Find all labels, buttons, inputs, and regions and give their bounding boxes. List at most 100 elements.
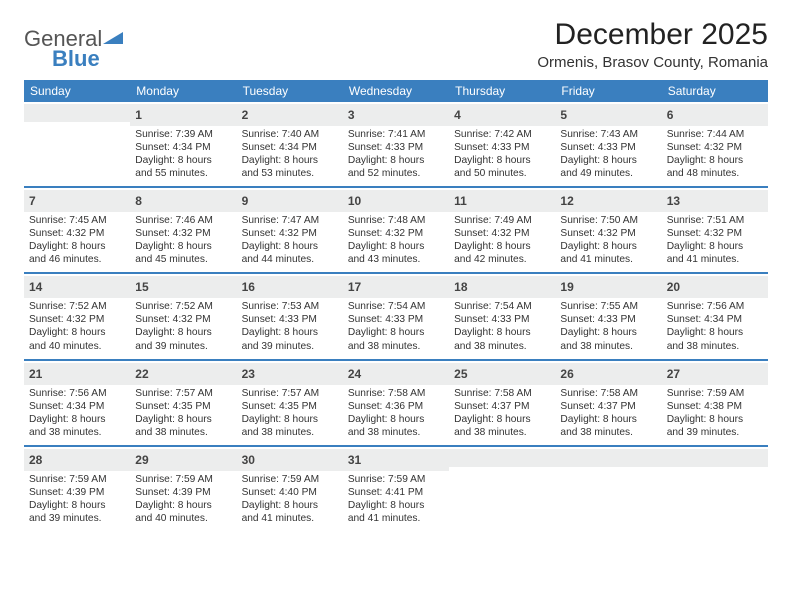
day-daylight2: and 38 minutes. [348, 426, 444, 439]
day-daylight1: Daylight: 8 hours [242, 413, 338, 426]
day-sunrise: Sunrise: 7:41 AM [348, 128, 444, 141]
day-cell: 1Sunrise: 7:39 AMSunset: 4:34 PMDaylight… [130, 102, 236, 186]
day-number-bar: 2 [237, 104, 343, 126]
day-sunset: Sunset: 4:33 PM [560, 313, 656, 326]
day-sunrise: Sunrise: 7:53 AM [242, 300, 338, 313]
day-cell: 3 Sunrise: 7:41 AMSunset: 4:33 PMDaylight… [343, 102, 449, 186]
day-daylight1: Daylight: 8 hours [348, 154, 444, 167]
day-daylight1: Daylight: 8 hours [242, 326, 338, 339]
day-number-bar: 9 [237, 190, 343, 212]
logo: GeneralBlue [24, 18, 123, 72]
day-number: 13 [667, 194, 680, 208]
day-cell: 24Sunrise: 7:58 AMSunset: 4:36 PMDayligh… [343, 361, 449, 445]
day-daylight1: Daylight: 8 hours [242, 154, 338, 167]
day-cell: 6Sunrise: 7:44 AMSunset: 4:32 PMDaylight… [662, 102, 768, 186]
day-number-bar: 31 [343, 449, 449, 471]
day-sunset: Sunset: 4:36 PM [348, 400, 444, 413]
day-daylight2: and 39 minutes. [667, 426, 763, 439]
dow-friday: Friday [555, 80, 661, 102]
day-sunrise: Sunrise: 7:40 AM [242, 128, 338, 141]
day-daylight2: and 45 minutes. [135, 253, 231, 266]
day-number-bar: 3 [343, 104, 449, 126]
day-number: 18 [454, 280, 467, 294]
day-cell: 7Sunrise: 7:45 AMSunset: 4:32 PMDaylight… [24, 188, 130, 272]
day-sunrise: Sunrise: 7:43 AM [560, 128, 656, 141]
logo-triangle-icon [103, 30, 123, 49]
day-cell [662, 447, 768, 531]
day-sunrise: Sunrise: 7:42 AM [454, 128, 550, 141]
day-sunset: Sunset: 4:37 PM [560, 400, 656, 413]
day-daylight1: Daylight: 8 hours [667, 326, 763, 339]
day-daylight1: Daylight: 8 hours [348, 326, 444, 339]
day-sunset: Sunset: 4:34 PM [242, 141, 338, 154]
day-sunrise: Sunrise: 7:56 AM [667, 300, 763, 313]
day-daylight2: and 42 minutes. [454, 253, 550, 266]
day-daylight2: and 41 minutes. [242, 512, 338, 525]
day-cell: 16Sunrise: 7:53 AMSunset: 4:33 PMDayligh… [237, 274, 343, 358]
day-cell: 27Sunrise: 7:59 AMSunset: 4:38 PMDayligh… [662, 361, 768, 445]
day-cell: 15Sunrise: 7:52 AMSunset: 4:32 PMDayligh… [130, 274, 236, 358]
day-number: 17 [348, 280, 361, 294]
week-row: 1Sunrise: 7:39 AMSunset: 4:34 PMDaylight… [24, 102, 768, 188]
day-number-bar: 10 [343, 190, 449, 212]
day-daylight1: Daylight: 8 hours [29, 326, 125, 339]
day-number: 15 [135, 280, 148, 294]
day-daylight2: and 43 minutes. [348, 253, 444, 266]
day-number: 22 [135, 367, 148, 381]
day-daylight2: and 38 minutes. [29, 426, 125, 439]
logo-text-blue: Blue [52, 46, 100, 72]
day-daylight1: Daylight: 8 hours [454, 326, 550, 339]
day-number: 21 [29, 367, 42, 381]
day-sunrise: Sunrise: 7:48 AM [348, 214, 444, 227]
day-number: 7 [29, 194, 36, 208]
calendar-page: GeneralBlue December 2025 Ormenis, Braso… [0, 0, 792, 549]
day-daylight2: and 40 minutes. [29, 340, 125, 353]
day-number: 3 [348, 108, 355, 122]
day-sunrise: Sunrise: 7:51 AM [667, 214, 763, 227]
day-daylight1: Daylight: 8 hours [667, 413, 763, 426]
day-cell: 20Sunrise: 7:56 AMSunset: 4:34 PMDayligh… [662, 274, 768, 358]
day-number-bar [555, 449, 661, 467]
day-daylight2: and 38 minutes. [667, 340, 763, 353]
day-sunrise: Sunrise: 7:57 AM [135, 387, 231, 400]
day-daylight1: Daylight: 8 hours [29, 413, 125, 426]
day-number: 27 [667, 367, 680, 381]
day-number: 16 [242, 280, 255, 294]
day-daylight2: and 44 minutes. [242, 253, 338, 266]
day-daylight1: Daylight: 8 hours [560, 413, 656, 426]
day-cell: 10Sunrise: 7:48 AMSunset: 4:32 PMDayligh… [343, 188, 449, 272]
day-daylight1: Daylight: 8 hours [29, 499, 125, 512]
day-sunrise: Sunrise: 7:52 AM [29, 300, 125, 313]
day-number-bar: 26 [555, 363, 661, 385]
day-number-bar [449, 449, 555, 467]
day-daylight2: and 55 minutes. [135, 167, 231, 180]
day-daylight1: Daylight: 8 hours [667, 240, 763, 253]
day-daylight2: and 38 minutes. [454, 340, 550, 353]
day-daylight2: and 38 minutes. [242, 426, 338, 439]
day-number: 1 [135, 108, 142, 122]
dow-saturday: Saturday [662, 80, 768, 102]
day-daylight1: Daylight: 8 hours [560, 154, 656, 167]
day-number-bar: 24 [343, 363, 449, 385]
week-row: 14Sunrise: 7:52 AMSunset: 4:32 PMDayligh… [24, 274, 768, 360]
day-number-bar: 5 [555, 104, 661, 126]
day-sunrise: Sunrise: 7:58 AM [560, 387, 656, 400]
dow-tuesday: Tuesday [237, 80, 343, 102]
day-daylight2: and 49 minutes. [560, 167, 656, 180]
day-sunset: Sunset: 4:33 PM [348, 141, 444, 154]
day-daylight1: Daylight: 8 hours [454, 240, 550, 253]
day-daylight1: Daylight: 8 hours [135, 154, 231, 167]
day-number: 10 [348, 194, 361, 208]
day-daylight1: Daylight: 8 hours [135, 499, 231, 512]
day-number: 28 [29, 453, 42, 467]
day-sunset: Sunset: 4:37 PM [454, 400, 550, 413]
title-block: December 2025 Ormenis, Brasov County, Ro… [537, 18, 768, 71]
day-sunrise: Sunrise: 7:58 AM [348, 387, 444, 400]
day-sunset: Sunset: 4:33 PM [454, 141, 550, 154]
day-cell: 25Sunrise: 7:58 AMSunset: 4:37 PMDayligh… [449, 361, 555, 445]
day-daylight1: Daylight: 8 hours [135, 240, 231, 253]
day-daylight2: and 40 minutes. [135, 512, 231, 525]
day-sunset: Sunset: 4:33 PM [560, 141, 656, 154]
day-number: 8 [135, 194, 142, 208]
day-cell: 18Sunrise: 7:54 AMSunset: 4:33 PMDayligh… [449, 274, 555, 358]
